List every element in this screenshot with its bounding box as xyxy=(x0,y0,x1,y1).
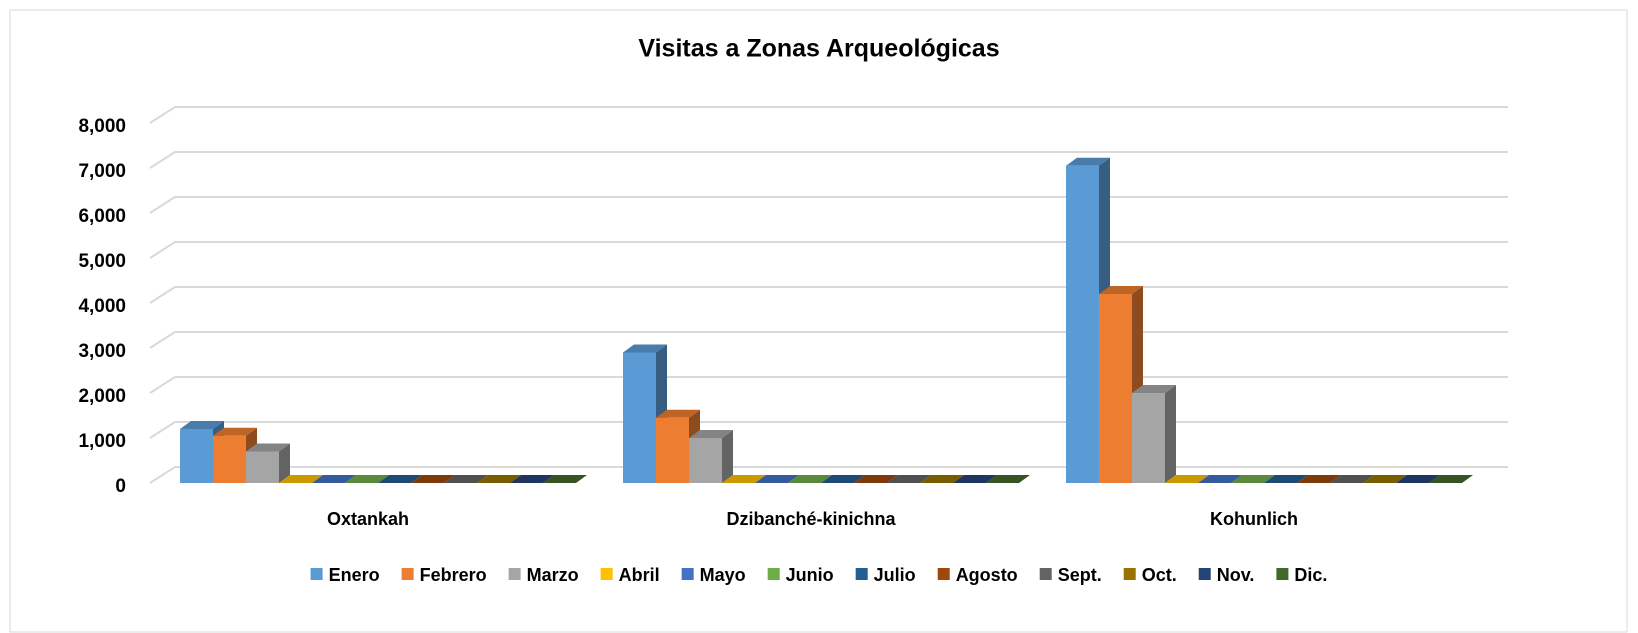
bar-top xyxy=(887,475,931,483)
chart-frame xyxy=(9,9,1628,633)
legend-swatch xyxy=(767,568,780,580)
grid-line xyxy=(149,286,1508,304)
y-tick-label: 2,000 xyxy=(78,386,126,407)
legend-swatch xyxy=(1276,568,1289,580)
legend-label: Oct. xyxy=(1142,565,1177,585)
legend-swatch xyxy=(401,568,414,580)
bar-top xyxy=(1066,157,1110,166)
y-tick-label: 6,000 xyxy=(78,206,126,227)
bar-top xyxy=(953,475,997,483)
bar-top xyxy=(444,475,488,483)
grid-line xyxy=(149,376,1508,394)
bar-top xyxy=(213,427,257,436)
bar-top xyxy=(411,475,455,483)
legend-label: Marzo xyxy=(527,565,579,585)
legend-label: Mayo xyxy=(700,565,746,585)
legend-swatch xyxy=(681,568,694,580)
bar-top xyxy=(920,475,964,483)
bar-top xyxy=(1363,475,1407,483)
grid-line xyxy=(149,151,1508,169)
grid-line xyxy=(149,241,1508,259)
legend-label: Enero xyxy=(329,565,380,585)
x-tick-label: Oxtankah xyxy=(327,509,409,529)
legend-swatch xyxy=(937,568,950,580)
bar-top xyxy=(1198,475,1242,483)
bar xyxy=(689,438,722,483)
bar-top xyxy=(1396,475,1440,483)
bar-top xyxy=(986,475,1030,483)
grid-line xyxy=(149,106,1508,124)
bar-top xyxy=(345,475,389,483)
grid-line xyxy=(149,466,1508,484)
bar-top xyxy=(1429,475,1473,483)
x-tick-label: Kohunlich xyxy=(1210,509,1298,529)
bar-top xyxy=(788,475,832,483)
grid-line xyxy=(149,196,1508,214)
bar-top xyxy=(510,475,554,483)
bar-top xyxy=(1099,286,1143,294)
legend-swatch xyxy=(508,568,521,580)
bar-side xyxy=(279,443,290,483)
legend-label: Junio xyxy=(786,565,834,585)
bar-top xyxy=(1132,385,1176,393)
bar xyxy=(1132,393,1165,483)
y-tick-label: 1,000 xyxy=(78,431,126,452)
bar-top xyxy=(854,475,898,483)
legend-label: Abril xyxy=(619,565,660,585)
bar xyxy=(656,417,689,483)
bar-top xyxy=(312,475,356,483)
bar-top xyxy=(623,344,667,353)
chart-title: Visitas a Zonas Arqueológicas xyxy=(638,35,999,63)
bar-top xyxy=(1165,475,1209,483)
y-tick-label: 0 xyxy=(115,476,126,497)
bar-top xyxy=(722,475,766,483)
legend-swatch xyxy=(1123,568,1136,580)
bar xyxy=(246,451,279,483)
bar-top xyxy=(1297,475,1341,483)
bar-top xyxy=(477,475,521,483)
legend-label: Sept. xyxy=(1058,565,1102,585)
y-tick-label: 4,000 xyxy=(78,296,126,317)
legend-swatch xyxy=(310,568,323,580)
legend-swatch xyxy=(600,568,613,580)
legend-swatch xyxy=(1039,568,1052,580)
bar-top xyxy=(246,443,290,452)
legend-label: Dic. xyxy=(1294,565,1327,585)
bar-top xyxy=(821,475,865,483)
bar-top xyxy=(378,475,422,483)
bar-top xyxy=(279,475,323,483)
bar xyxy=(213,435,246,483)
legend-swatch xyxy=(855,568,868,580)
legend-label: Julio xyxy=(874,565,916,585)
grid-line xyxy=(149,421,1508,439)
y-tick-label: 5,000 xyxy=(78,251,126,272)
legend-label: Febrero xyxy=(420,565,487,585)
bar xyxy=(180,429,213,483)
bar-top xyxy=(689,430,733,438)
bar-top xyxy=(180,421,224,429)
bar-top xyxy=(755,475,799,483)
bar xyxy=(1066,165,1099,483)
x-tick-label: Dzibanché-kinichna xyxy=(726,509,896,529)
legend-swatch xyxy=(1198,568,1211,580)
bar-top xyxy=(1330,475,1374,483)
bar xyxy=(1099,294,1132,483)
legend-label: Nov. xyxy=(1217,565,1255,585)
bar xyxy=(623,352,656,483)
y-tick-label: 3,000 xyxy=(78,341,126,362)
y-tick-label: 7,000 xyxy=(78,161,126,182)
bar-top xyxy=(1231,475,1275,483)
grid-line xyxy=(149,331,1508,349)
y-tick-label: 8,000 xyxy=(78,116,126,137)
legend-label: Agosto xyxy=(956,565,1018,585)
bar-side xyxy=(1165,385,1176,483)
bar-side xyxy=(722,430,733,483)
bar-top xyxy=(1264,475,1308,483)
bar-top xyxy=(656,409,700,418)
bar-top xyxy=(543,475,587,483)
